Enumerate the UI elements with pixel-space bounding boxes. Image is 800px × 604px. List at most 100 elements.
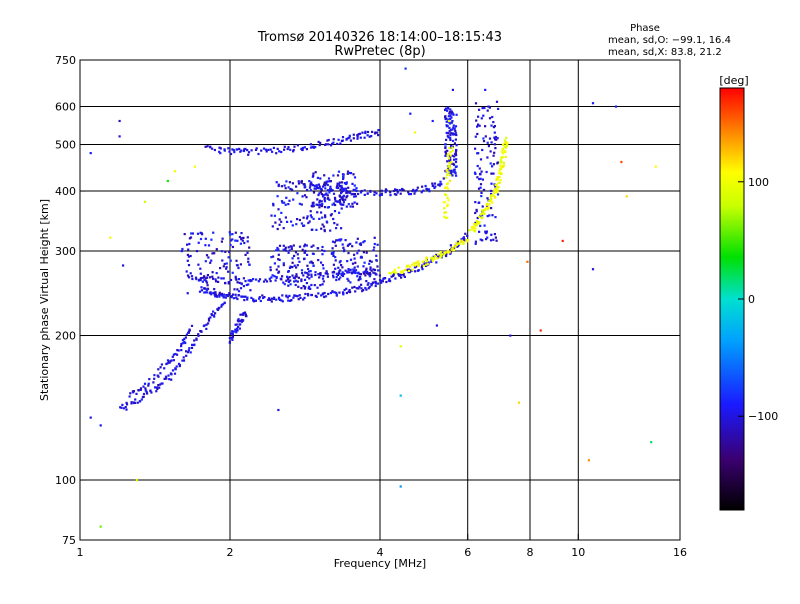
cluster-point xyxy=(309,189,313,192)
cluster-point xyxy=(296,218,299,221)
trace-point xyxy=(307,294,310,297)
stats-heading: Phase xyxy=(630,23,660,34)
cluster-point xyxy=(451,132,454,135)
cluster-point xyxy=(486,215,489,218)
trace-point xyxy=(166,362,169,365)
cluster-point xyxy=(195,250,199,253)
trace-point xyxy=(223,149,226,152)
cluster-point xyxy=(292,244,295,247)
trace-point xyxy=(443,207,446,210)
cluster-point xyxy=(340,196,343,199)
cluster-point xyxy=(205,288,208,291)
cluster-point xyxy=(222,265,225,268)
trace-point xyxy=(465,238,468,242)
cluster-point xyxy=(321,202,324,206)
trace-point xyxy=(227,281,230,284)
trace-point xyxy=(325,270,328,273)
trace-point xyxy=(426,188,429,191)
cluster-point xyxy=(213,288,216,291)
trace-point xyxy=(349,291,352,294)
cluster-point xyxy=(323,200,327,203)
cluster-point xyxy=(450,116,453,119)
trace-point xyxy=(188,328,191,331)
cluster-point xyxy=(235,278,238,281)
trace-point xyxy=(348,136,351,139)
cluster-point xyxy=(342,176,345,179)
cluster-point xyxy=(327,197,330,200)
cluster-point xyxy=(187,255,190,258)
cluster-point xyxy=(372,268,375,271)
scattered-point xyxy=(180,250,183,253)
trace-point xyxy=(319,141,322,144)
cluster-point xyxy=(445,117,448,120)
cluster-point xyxy=(373,246,376,249)
cluster-point xyxy=(309,287,312,290)
trace-point xyxy=(286,278,289,281)
cluster-point xyxy=(454,160,458,164)
trace-point xyxy=(356,137,359,140)
scattered-point xyxy=(193,165,196,168)
cluster-point xyxy=(342,246,345,249)
trace-point xyxy=(431,258,435,261)
trace-point xyxy=(237,318,240,321)
trace-point xyxy=(174,368,177,371)
trace-point xyxy=(499,178,502,181)
trace-point xyxy=(336,273,339,276)
cluster-point xyxy=(321,283,324,286)
cluster-point xyxy=(490,182,493,185)
cluster-point xyxy=(491,214,494,217)
cluster-point xyxy=(347,186,350,189)
scattered-point xyxy=(99,525,102,528)
cluster-point xyxy=(298,218,301,222)
trace-point xyxy=(449,244,452,247)
cluster-point xyxy=(275,181,278,184)
cluster-point xyxy=(328,191,331,194)
cluster-point xyxy=(323,206,327,209)
cluster-point xyxy=(298,245,302,248)
trace-point xyxy=(278,150,281,153)
cluster-point xyxy=(492,154,495,157)
trace-point xyxy=(368,285,371,288)
cluster-point xyxy=(479,224,482,227)
trace-point xyxy=(462,242,465,245)
trace-point xyxy=(244,280,247,283)
trace-point xyxy=(240,295,244,298)
trace-point xyxy=(173,372,177,375)
trace-point xyxy=(425,257,429,260)
cluster-point xyxy=(480,191,483,194)
trace-point xyxy=(159,383,162,386)
trace-point xyxy=(415,189,418,192)
cluster-point xyxy=(321,264,324,267)
cluster-point xyxy=(302,183,305,186)
scattered-point xyxy=(517,401,521,404)
cluster-point xyxy=(329,187,333,191)
trace-point xyxy=(217,276,220,279)
cluster-point xyxy=(243,241,246,245)
trace-point xyxy=(280,278,283,281)
trace-point xyxy=(394,277,397,280)
cluster-point xyxy=(296,264,299,267)
cluster-point xyxy=(247,279,250,282)
scattered-point xyxy=(118,119,121,123)
trace-point xyxy=(227,147,230,150)
trace-point xyxy=(496,178,499,181)
trace-point xyxy=(228,150,231,153)
trace-point xyxy=(471,228,474,231)
cluster-point xyxy=(198,290,202,293)
cluster-point xyxy=(288,249,291,252)
cluster-point xyxy=(450,121,453,124)
cluster-point xyxy=(318,276,321,279)
cluster-point xyxy=(477,123,480,126)
cluster-point xyxy=(234,275,237,278)
cluster-point xyxy=(294,283,297,287)
cluster-point xyxy=(479,177,482,180)
trace-point xyxy=(145,390,148,393)
trace-point xyxy=(199,329,202,333)
cluster-point xyxy=(288,199,291,202)
trace-point xyxy=(504,155,507,158)
trace-point xyxy=(135,392,138,395)
trace-point xyxy=(289,148,292,151)
cluster-point xyxy=(210,238,213,241)
cluster-point xyxy=(290,247,293,250)
trace-point xyxy=(426,262,429,266)
